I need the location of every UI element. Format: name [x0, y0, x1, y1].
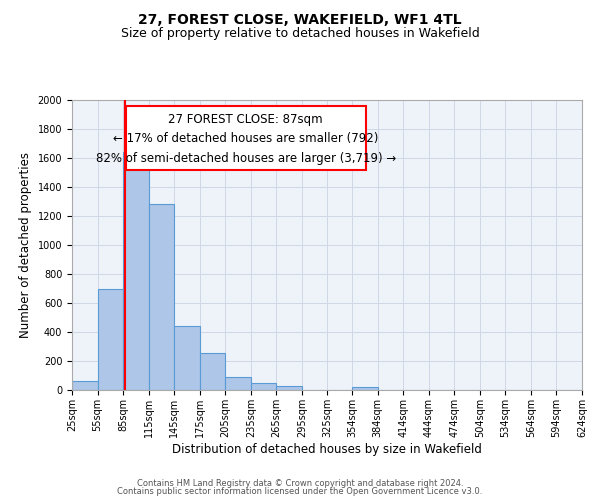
Bar: [352, 387, 377, 390]
Bar: [98, 289, 123, 390]
Bar: [225, 377, 251, 390]
Y-axis label: Number of detached properties: Number of detached properties: [19, 152, 32, 338]
Bar: [200, 353, 225, 390]
Text: Contains HM Land Registry data © Crown copyright and database right 2024.: Contains HM Land Registry data © Crown c…: [137, 478, 463, 488]
Bar: [149, 204, 174, 390]
Bar: [72, 380, 98, 390]
Text: 27, FOREST CLOSE, WAKEFIELD, WF1 4TL: 27, FOREST CLOSE, WAKEFIELD, WF1 4TL: [138, 12, 462, 26]
Bar: [123, 152, 149, 390]
X-axis label: Distribution of detached houses by size in Wakefield: Distribution of detached houses by size …: [172, 442, 482, 456]
Text: Size of property relative to detached houses in Wakefield: Size of property relative to detached ho…: [121, 28, 479, 40]
Text: 82% of semi-detached houses are larger (3,719) →: 82% of semi-detached houses are larger (…: [95, 152, 396, 164]
Bar: [277, 386, 302, 390]
Bar: [174, 326, 200, 390]
Bar: [251, 383, 277, 390]
Text: 27 FOREST CLOSE: 87sqm: 27 FOREST CLOSE: 87sqm: [169, 114, 323, 126]
Text: Contains public sector information licensed under the Open Government Licence v3: Contains public sector information licen…: [118, 487, 482, 496]
FancyBboxPatch shape: [125, 106, 366, 170]
Text: ← 17% of detached houses are smaller (792): ← 17% of detached houses are smaller (79…: [113, 132, 379, 145]
